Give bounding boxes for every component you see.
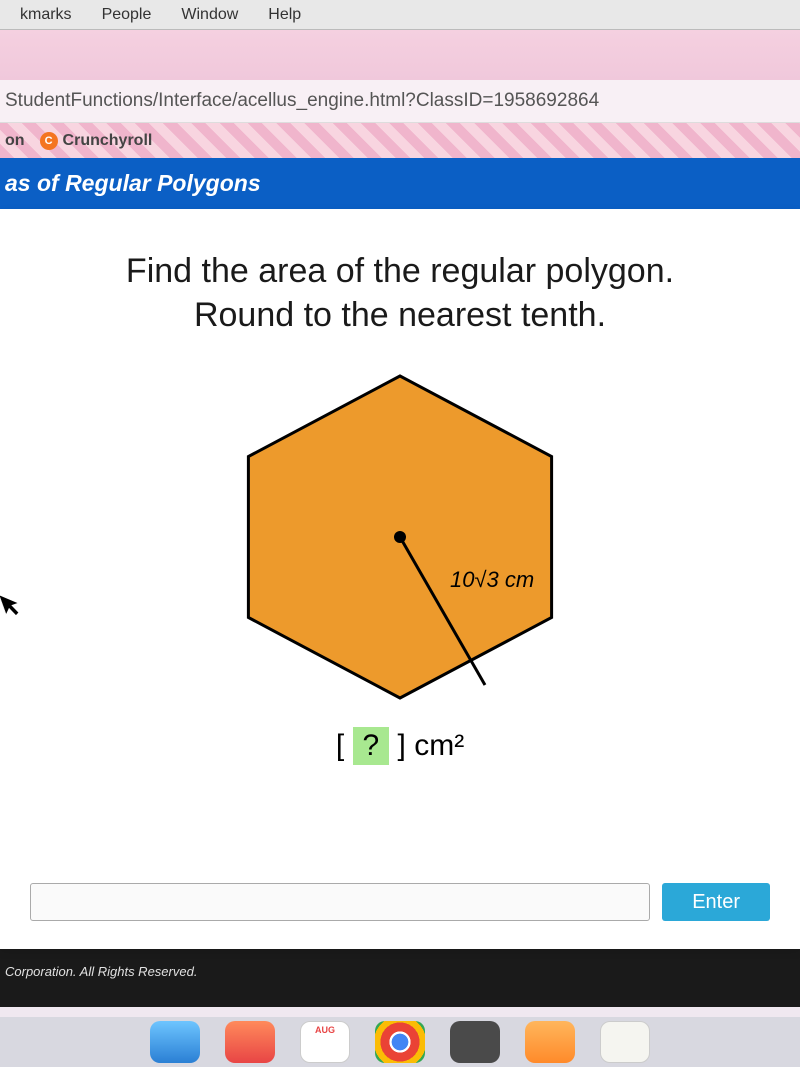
bookmark-label-1: on [5,132,25,150]
lesson-header: as of Regular Polygons [0,158,800,209]
radius-label: 10√3 cm [450,567,534,593]
radius-value: 10√3 cm [450,567,534,592]
bookmark-item-crunchyroll[interactable]: C Crunchyroll [40,132,153,150]
content-area: Find the area of the regular polygon. Ro… [0,209,800,949]
dock-icon-app7[interactable] [600,1021,650,1063]
page-footer: Corporation. All Rights Reserved. [0,949,800,1007]
browser-chrome-top [0,30,800,80]
menu-window[interactable]: Window [181,6,238,24]
answer-bracket-open: [ [336,729,344,762]
answer-input[interactable] [30,883,650,921]
answer-placeholder-box: ? [353,727,390,765]
mac-menubar: kmarks People Window Help [0,0,800,30]
copyright-text: Corporation. All Rights Reserved. [5,964,197,979]
hexagon-svg [210,367,590,707]
dock-icon-calendar[interactable]: AUG [300,1021,350,1063]
crunchyroll-icon: C [40,132,58,150]
calendar-badge: AUG [315,1025,335,1035]
answer-display: [ ? ] cm² [30,727,770,765]
dock-icon-pages[interactable] [525,1021,575,1063]
bookmarks-bar: on C Crunchyroll [0,123,800,158]
menu-bookmarks[interactable]: kmarks [20,6,72,24]
bookmark-label-crunchyroll: Crunchyroll [63,132,153,150]
figure-container: 10√3 cm [30,367,770,717]
hexagon-figure: 10√3 cm [210,367,590,707]
center-dot [394,531,406,543]
bookmark-item-1[interactable]: on [5,132,25,150]
menu-people[interactable]: People [102,6,152,24]
enter-button[interactable]: Enter [662,883,770,921]
url-bar[interactable]: StudentFunctions/Interface/acellus_engin… [0,80,800,123]
question-line-2: Round to the nearest tenth. [194,296,606,334]
menu-help[interactable]: Help [268,6,301,24]
dock-icon-app5[interactable] [450,1021,500,1063]
input-row: Enter [30,883,770,921]
answer-unit: ] cm² [398,729,465,762]
question-line-1: Find the area of the regular polygon. [126,252,674,290]
question-text: Find the area of the regular polygon. Ro… [30,249,770,337]
dock-icon-finder[interactable] [150,1021,200,1063]
mac-dock: AUG [0,1017,800,1067]
dock-icon-app2[interactable] [225,1021,275,1063]
dock-icon-chrome[interactable] [375,1021,425,1063]
